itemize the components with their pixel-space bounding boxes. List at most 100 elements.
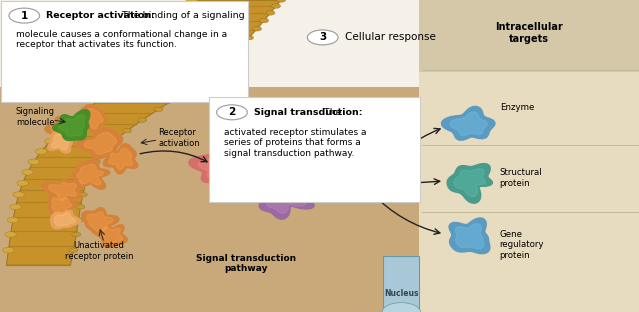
Circle shape xyxy=(74,218,83,222)
Circle shape xyxy=(214,65,223,69)
Polygon shape xyxy=(79,105,108,133)
Polygon shape xyxy=(455,224,484,249)
Circle shape xyxy=(76,205,85,209)
Polygon shape xyxy=(48,131,72,153)
Circle shape xyxy=(180,18,192,23)
Polygon shape xyxy=(103,144,138,174)
Polygon shape xyxy=(59,115,85,136)
Circle shape xyxy=(266,11,275,15)
Polygon shape xyxy=(84,109,104,129)
Text: Cellular response: Cellular response xyxy=(345,32,436,42)
Polygon shape xyxy=(189,153,259,187)
Circle shape xyxy=(91,160,100,164)
Circle shape xyxy=(86,170,95,174)
Polygon shape xyxy=(50,120,77,136)
Text: The binding of a signaling: The binding of a signaling xyxy=(119,11,245,20)
Text: The: The xyxy=(321,108,341,117)
Polygon shape xyxy=(0,0,639,87)
Circle shape xyxy=(217,105,247,120)
Polygon shape xyxy=(52,110,90,140)
Polygon shape xyxy=(447,163,493,203)
Circle shape xyxy=(28,159,40,165)
Polygon shape xyxy=(318,169,376,202)
Circle shape xyxy=(187,86,196,90)
FancyBboxPatch shape xyxy=(1,1,248,102)
Polygon shape xyxy=(198,158,248,181)
Circle shape xyxy=(45,138,56,144)
Circle shape xyxy=(167,35,178,41)
Polygon shape xyxy=(50,210,81,229)
Text: Intracellular
targets: Intracellular targets xyxy=(495,22,563,44)
FancyBboxPatch shape xyxy=(419,0,639,72)
Polygon shape xyxy=(52,198,72,216)
Polygon shape xyxy=(454,169,486,197)
Circle shape xyxy=(7,217,19,223)
Polygon shape xyxy=(52,134,68,150)
Text: Gene
regulatory
protein: Gene regulatory protein xyxy=(500,230,544,260)
Circle shape xyxy=(17,180,29,186)
Polygon shape xyxy=(84,133,116,154)
Circle shape xyxy=(81,181,90,185)
Circle shape xyxy=(174,26,186,32)
Text: Unactivated
receptor protein: Unactivated receptor protein xyxy=(65,241,134,261)
Polygon shape xyxy=(77,164,104,185)
Circle shape xyxy=(68,117,79,123)
Text: Receptor activation:: Receptor activation: xyxy=(46,11,155,20)
Circle shape xyxy=(185,10,196,16)
Polygon shape xyxy=(42,179,82,205)
Polygon shape xyxy=(109,149,133,169)
Circle shape xyxy=(72,232,81,236)
Circle shape xyxy=(22,169,33,175)
Text: 3: 3 xyxy=(319,32,327,42)
FancyBboxPatch shape xyxy=(419,0,639,312)
Text: Signal transduction:: Signal transduction: xyxy=(254,108,362,117)
Circle shape xyxy=(245,36,254,40)
Polygon shape xyxy=(48,194,76,220)
Text: 1: 1 xyxy=(20,11,28,21)
Circle shape xyxy=(272,4,281,8)
Polygon shape xyxy=(449,218,490,254)
Circle shape xyxy=(9,8,40,23)
Circle shape xyxy=(69,248,78,252)
Polygon shape xyxy=(82,208,119,236)
Circle shape xyxy=(81,106,93,112)
Circle shape xyxy=(154,107,163,111)
Polygon shape xyxy=(76,128,123,159)
Circle shape xyxy=(252,27,261,31)
Text: Nucleus: Nucleus xyxy=(384,289,419,298)
Circle shape xyxy=(36,149,47,154)
Polygon shape xyxy=(442,106,495,140)
Circle shape xyxy=(79,193,88,197)
Circle shape xyxy=(99,149,108,154)
Polygon shape xyxy=(87,212,113,232)
Circle shape xyxy=(95,96,106,101)
Text: Structural
protein: Structural protein xyxy=(500,168,543,188)
Polygon shape xyxy=(49,183,77,200)
Text: Signal transduction
pathway: Signal transduction pathway xyxy=(196,254,296,273)
Polygon shape xyxy=(72,160,110,189)
Polygon shape xyxy=(327,174,368,198)
Circle shape xyxy=(135,64,146,70)
Circle shape xyxy=(157,44,169,50)
Polygon shape xyxy=(450,112,488,136)
Polygon shape xyxy=(102,227,123,244)
Text: Receptor
activation: Receptor activation xyxy=(158,128,200,148)
Polygon shape xyxy=(266,187,305,213)
Polygon shape xyxy=(383,256,419,312)
Circle shape xyxy=(5,232,17,237)
Circle shape xyxy=(13,192,24,197)
Text: activated receptor stimulates a
series of proteins that forms a
signal transduct: activated receptor stimulates a series o… xyxy=(224,128,366,158)
Circle shape xyxy=(186,0,197,3)
Circle shape xyxy=(122,75,134,80)
Circle shape xyxy=(3,247,14,253)
Circle shape xyxy=(277,0,286,2)
Polygon shape xyxy=(259,181,314,219)
Circle shape xyxy=(187,3,198,9)
Circle shape xyxy=(201,75,210,80)
Circle shape xyxy=(10,204,21,210)
Text: Enzyme: Enzyme xyxy=(500,103,534,112)
Text: 2: 2 xyxy=(228,107,236,117)
FancyBboxPatch shape xyxy=(209,97,420,202)
Circle shape xyxy=(307,30,338,45)
Circle shape xyxy=(171,96,180,101)
